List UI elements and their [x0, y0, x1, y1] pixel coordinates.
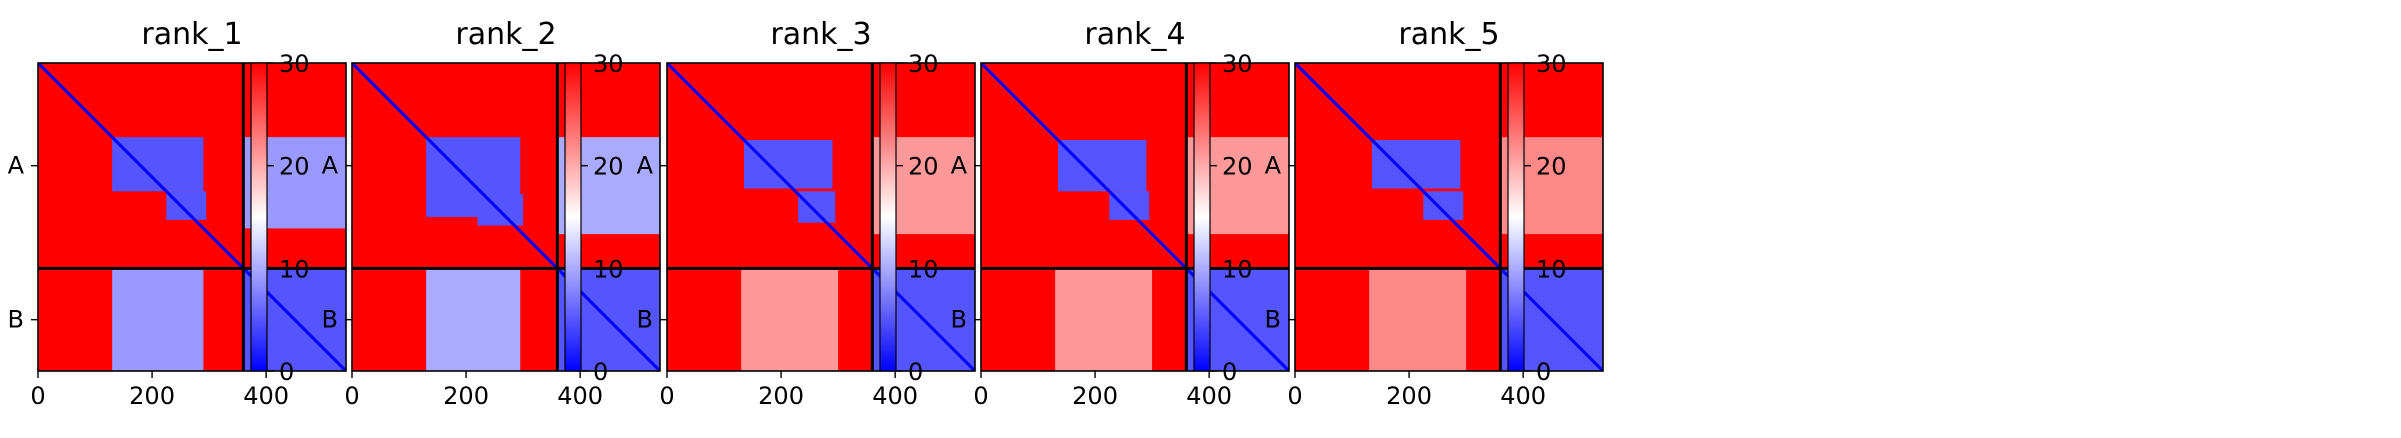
colorbar-tick-label: 20 [1536, 153, 1567, 181]
colorbar: 0 10 20 30 [879, 50, 939, 386]
panel-title: rank_5 [1398, 17, 1499, 52]
x-tick-label: 400 [243, 382, 289, 410]
x-tick-label: 200 [758, 382, 804, 410]
colorbar-gradient [250, 62, 268, 372]
panel-title: rank_1 [141, 17, 242, 52]
colorbar-tick-label: 30 [1222, 50, 1253, 78]
colorbar: 0 10 20 30 [564, 50, 624, 386]
pae-panel-5: rank_5 0 200 400 A B 0 10 20 30 [1265, 17, 1604, 410]
x-tick-label: 400 [557, 382, 603, 410]
heatmap-region [741, 268, 839, 371]
heatmap [981, 63, 1289, 371]
heatmap [352, 63, 660, 371]
y-tick-label: B [951, 306, 967, 334]
axes-frame [37, 62, 347, 372]
axes-frame [351, 62, 661, 372]
colorbar-tick-label: 0 [908, 358, 923, 386]
colorbar-gradient [879, 62, 897, 372]
colorbar-tick-label: 10 [593, 255, 624, 283]
x-tick-label: 200 [1386, 382, 1432, 410]
colorbar-tick-label: 30 [1536, 50, 1567, 78]
colorbar-gradient [1507, 62, 1525, 372]
heatmap-region [1055, 268, 1153, 371]
axes-frame [980, 62, 1290, 372]
heatmap-diagonal [38, 63, 346, 371]
y-tick-label: B [637, 306, 653, 334]
x-tick-label: 0 [1287, 382, 1302, 410]
heatmap-region [426, 268, 521, 371]
x-tick-label: 200 [443, 382, 489, 410]
axes-frame [666, 62, 976, 372]
heatmap-region [112, 268, 204, 371]
colorbar: 0 10 20 30 [250, 50, 310, 386]
panel-title: rank_4 [1084, 17, 1185, 52]
colorbar-tick-label: 10 [908, 255, 939, 283]
y-tick-label: A [8, 152, 25, 180]
colorbar-gradient [1193, 62, 1211, 372]
colorbar-tick-label: 20 [593, 153, 624, 181]
heatmap [1295, 63, 1603, 371]
x-tick-label: 0 [973, 382, 988, 410]
heatmap-region [744, 140, 833, 189]
heatmap-region [1372, 140, 1461, 189]
colorbar-tick-label: 30 [908, 50, 939, 78]
colorbar: 0 10 20 30 [1507, 50, 1567, 386]
colorbar-tick-label: 10 [1222, 255, 1253, 283]
colorbar-tick-label: 30 [279, 50, 310, 78]
panel-title: rank_2 [455, 17, 556, 52]
colorbar-tick-label: 10 [279, 255, 310, 283]
y-tick-label: B [1265, 306, 1281, 334]
heatmap-region [798, 191, 836, 223]
heatmap-diagonal [667, 63, 975, 371]
pae-panel-2: rank_2 0 200 400 A B 0 10 20 30 [322, 17, 661, 410]
x-tick-label: 0 [30, 382, 45, 410]
y-tick-label: A [637, 152, 654, 180]
heatmap-diagonal [981, 63, 1289, 371]
colorbar-tick-label: 20 [908, 153, 939, 181]
colorbar-tick-label: 0 [593, 358, 608, 386]
y-tick-label: B [322, 306, 338, 334]
x-tick-label: 0 [344, 382, 359, 410]
panel-title: rank_3 [770, 17, 871, 52]
x-tick-label: 400 [1186, 382, 1232, 410]
colorbar-gradient [564, 62, 582, 372]
x-tick-label: 200 [1072, 382, 1118, 410]
y-tick-label: B [8, 306, 24, 334]
colorbar-tick-label: 20 [279, 153, 310, 181]
colorbar-tick-label: 0 [1222, 358, 1237, 386]
colorbar-tick-label: 10 [1536, 255, 1567, 283]
x-tick-label: 200 [129, 382, 175, 410]
colorbar: 0 10 20 30 [1193, 50, 1253, 386]
heatmap-diagonal [1295, 63, 1603, 371]
colorbar-tick-label: 0 [1536, 358, 1551, 386]
heatmap [38, 63, 346, 371]
heatmap [667, 63, 975, 371]
colorbar-tick-label: 30 [593, 50, 624, 78]
x-tick-label: 400 [1500, 382, 1546, 410]
heatmap-region [1369, 268, 1467, 371]
y-tick-label: A [1265, 152, 1282, 180]
colorbar-tick-label: 0 [279, 358, 294, 386]
x-tick-label: 400 [872, 382, 918, 410]
y-tick-label: A [322, 152, 339, 180]
y-tick-label: A [951, 152, 968, 180]
axes-frame [1294, 62, 1604, 372]
colorbar-tick-label: 20 [1222, 153, 1253, 181]
x-tick-label: 0 [659, 382, 674, 410]
heatmap-diagonal [352, 63, 660, 371]
